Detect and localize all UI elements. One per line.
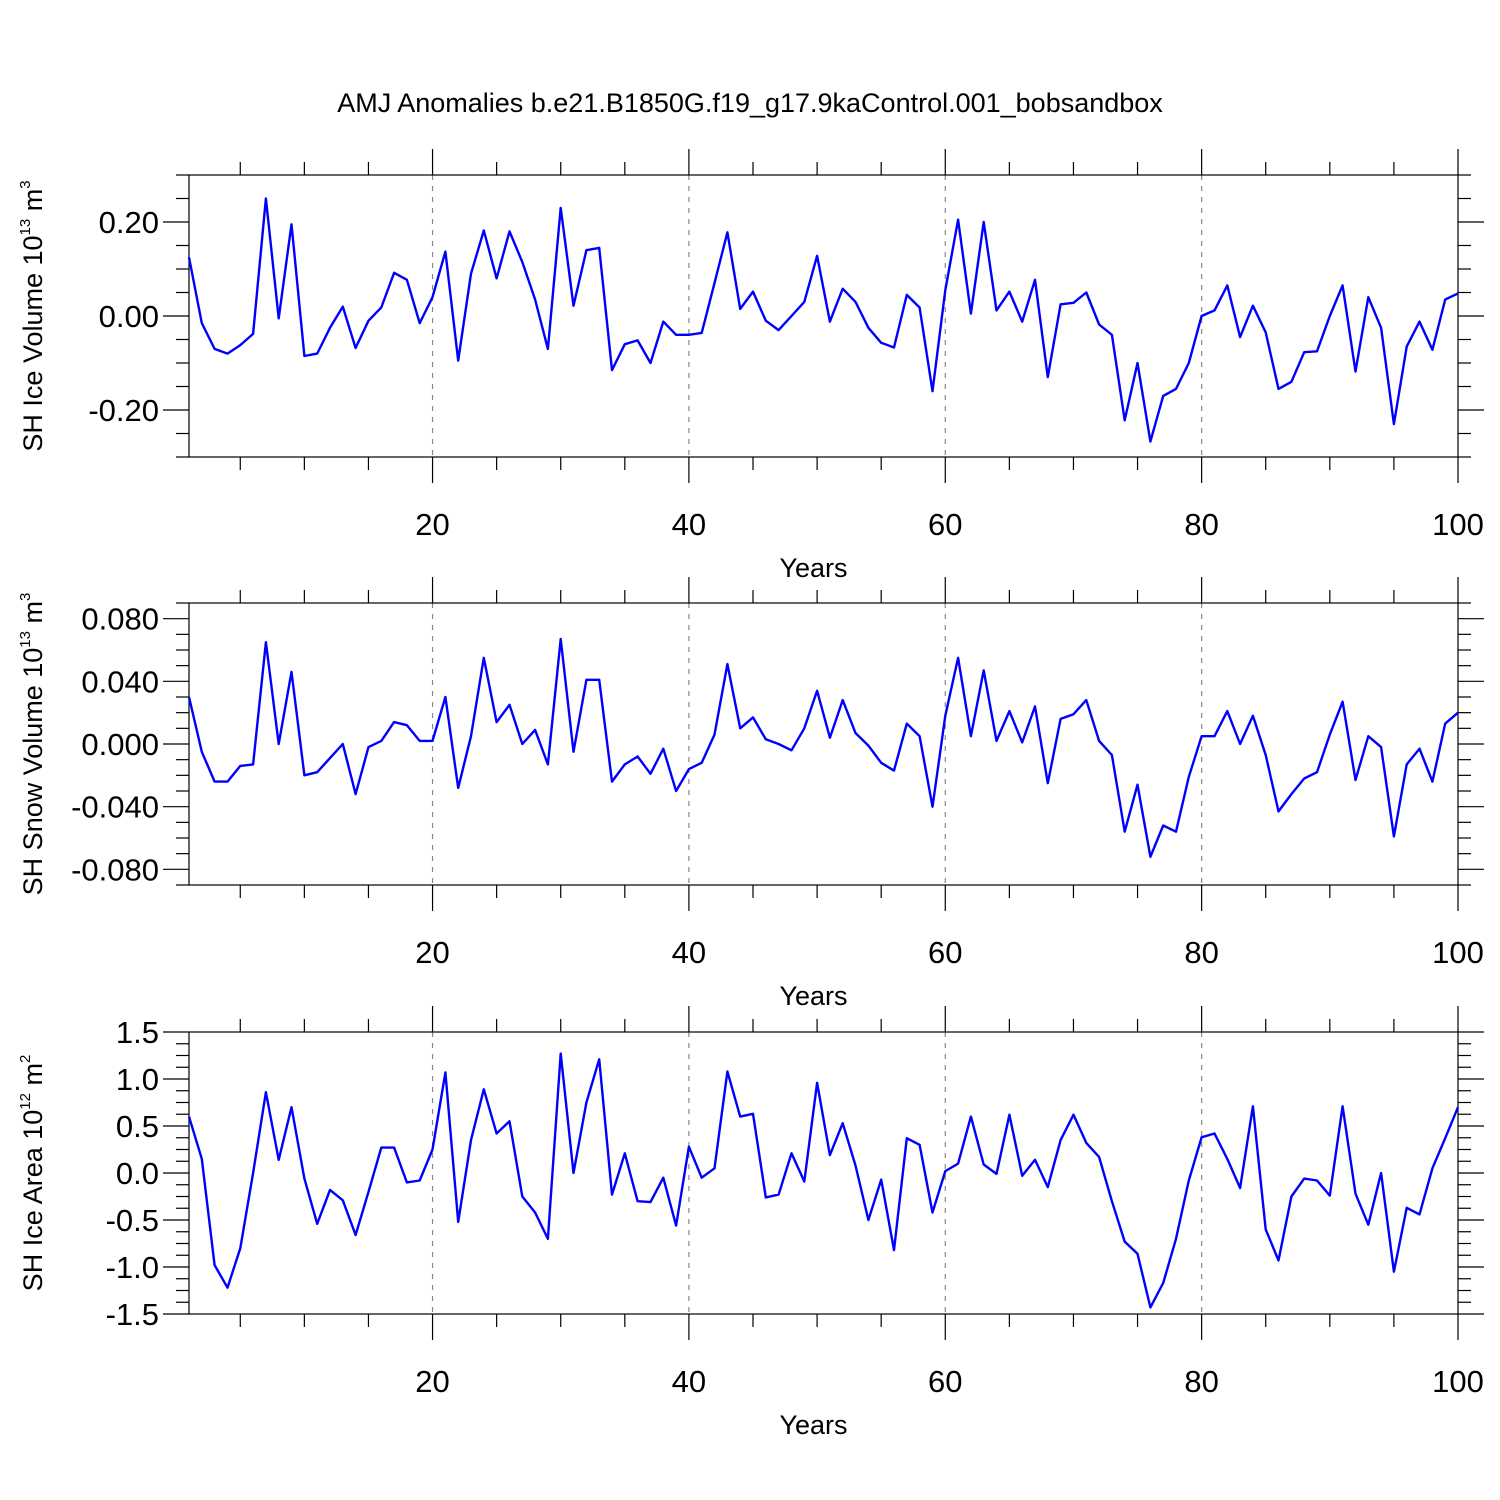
x-tick-label: 20: [415, 1364, 449, 1399]
y-tick-label: 0.040: [81, 664, 159, 699]
y-tick-label: 1.5: [116, 1015, 159, 1050]
y-axis-label-part: SH Ice Area 10: [18, 1110, 48, 1292]
x-tick-label: 60: [928, 507, 962, 542]
plot-frame: [188, 1031, 1459, 1315]
y-axis-label: SH Snow Volume 1013 m3: [17, 593, 48, 896]
y-axis-label-exponent: 13: [17, 219, 34, 236]
y-axis-label-exponent: 13: [17, 631, 34, 648]
x-tick-label: 40: [672, 1364, 706, 1399]
y-axis-label: SH Ice Area 1012 m2: [17, 1055, 48, 1292]
panel-2: 20 40 60 80 100 0.080 0.040 0.000 -0.040 -0.080 Ye…: [17, 577, 1484, 1011]
series-line: [187, 637, 1459, 858]
y-tick-label: 0.20: [99, 205, 159, 240]
x-tick-label: 100: [1432, 1364, 1484, 1399]
series-line: [187, 1052, 1460, 1309]
y-tick-label: -0.040: [71, 790, 159, 825]
panel-3: 20 40 60 80 100 1.5 1.0 0.5 0.0 -0.5 -1.0 -1.5 Years…: [17, 1006, 1484, 1440]
x-tick-label: 80: [1184, 1364, 1218, 1399]
y-tick-label: -1.5: [106, 1297, 159, 1332]
data-points: [188, 198, 1459, 442]
y-axis-label-part: SH Ice Volume 10: [18, 235, 48, 451]
y-axis-label-part: m: [18, 189, 48, 219]
y-axis-label-part: m: [18, 601, 48, 631]
plot-frame: [188, 602, 1459, 886]
x-tick-label: 60: [928, 935, 962, 970]
y-tick-label: 1.0: [116, 1062, 159, 1097]
y-tick-label: 0.0: [116, 1156, 159, 1191]
plot-frame: [188, 174, 1459, 458]
x-axis-label: Years: [779, 1410, 847, 1440]
x-axis-label: Years: [779, 553, 847, 583]
y-tick-label: 0.080: [81, 602, 159, 637]
x-tick-label: 80: [1184, 507, 1218, 542]
x-tick-label: 40: [672, 935, 706, 970]
series-line: [187, 197, 1459, 443]
x-tick-label: 20: [415, 507, 449, 542]
x-axis-label: Years: [779, 981, 847, 1011]
x-tick-label: 40: [672, 507, 706, 542]
y-axis-label-part: SH Snow Volume 10: [18, 648, 48, 896]
y-tick-label: -0.080: [71, 852, 159, 887]
y-tick-label: 0.5: [116, 1109, 159, 1144]
y-tick-label: 0.000: [81, 727, 159, 762]
data-points: [188, 639, 1459, 857]
x-tick-label: 80: [1184, 935, 1218, 970]
y-axis-label-exponent: 3: [17, 180, 34, 188]
x-tick-label: 60: [928, 1364, 962, 1399]
y-tick-label: -0.5: [106, 1203, 159, 1238]
data-points: [188, 1053, 1459, 1308]
y-axis-label: SH Ice Volume 1013 m3: [17, 180, 48, 451]
chart-title: AMJ Anomalies b.e21.B1850G.f19_g17.9kaCo…: [337, 88, 1163, 118]
y-axis-label-exponent: 2: [17, 1055, 34, 1063]
x-tick-label: 100: [1432, 935, 1484, 970]
y-tick-label: -0.20: [88, 393, 159, 428]
panels: 20 40 60 80 100 0.20 0.00 -0.20 Years SH Ice Volu…: [17, 149, 1484, 1440]
x-tick-label: 100: [1432, 507, 1484, 542]
y-tick-label: -1.0: [106, 1250, 159, 1285]
x-tick-label: 20: [415, 935, 449, 970]
y-axis-label-exponent: 3: [17, 593, 34, 601]
y-axis-label-part: m: [18, 1063, 48, 1093]
panel-1: 20 40 60 80 100 0.20 0.00 -0.20 Years SH Ice Volu…: [17, 149, 1484, 583]
y-tick-label: 0.00: [99, 299, 159, 334]
y-axis-label-exponent: 12: [17, 1093, 34, 1110]
